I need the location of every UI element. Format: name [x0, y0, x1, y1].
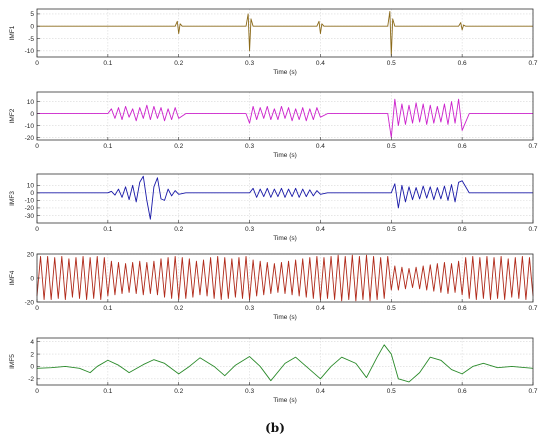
x-tick-label: 0.4	[316, 388, 325, 395]
y-tick-label: -10	[25, 48, 35, 55]
x-tick-label: 0.1	[103, 60, 112, 67]
series-line-imf3	[37, 175, 533, 220]
plot-area	[37, 9, 533, 57]
x-tick-label: 0	[35, 60, 39, 67]
x-tick-label: 0.7	[528, 143, 537, 150]
x-tick-label: 0.4	[316, 226, 325, 233]
x-tick-label: 0	[35, 305, 39, 312]
x-tick-label: 0.5	[387, 143, 396, 150]
series-line-imf5	[36, 344, 534, 383]
y-tick-label: 10	[27, 99, 35, 106]
imf-panel-2: 0 0.1 0.2 0.3 0.4 0.5 0.6 0.7 10 0 -10 -20 Time (s) I…	[9, 91, 538, 159]
x-tick-label: 0.3	[245, 143, 254, 150]
y-axis-label: IMF4	[9, 270, 16, 285]
x-axis-label: Time (s)	[273, 235, 297, 242]
x-tick-label: 0	[35, 143, 39, 150]
y-tick-label: -30	[25, 213, 35, 220]
x-tick-label: 0.2	[174, 226, 183, 233]
y-axis-label: IMF5	[9, 354, 16, 369]
y-tick-label: -5	[28, 36, 34, 43]
plot-area	[37, 174, 533, 223]
x-tick-label: 0.6	[458, 305, 467, 312]
x-tick-label: 0.3	[245, 226, 254, 233]
x-tick-label: 0.2	[174, 143, 183, 150]
y-tick-label: 4	[30, 339, 34, 346]
x-tick-label: 0.5	[387, 388, 396, 395]
y-tick-label: -10	[25, 198, 35, 205]
x-tick-label: 0.2	[174, 388, 183, 395]
x-tick-label: 0.7	[528, 305, 537, 312]
x-tick-label: 0.4	[316, 305, 325, 312]
x-axis-label: Time (s)	[273, 397, 297, 404]
x-tick-label: 0.1	[103, 305, 112, 312]
x-tick-label: 0.1	[103, 143, 112, 150]
x-tick-label: 0.3	[245, 305, 254, 312]
x-tick-label: 0.3	[245, 60, 254, 67]
x-axis-label: Time (s)	[273, 152, 297, 159]
x-tick-label: 0.6	[458, 60, 467, 67]
x-tick-label: 0	[35, 388, 39, 395]
plot-area	[37, 338, 533, 385]
axes-frame	[36, 91, 534, 141]
x-tick-label: 0	[35, 226, 39, 233]
series-line-imf1	[37, 11, 533, 57]
x-tick-label: 0.7	[528, 226, 537, 233]
y-tick-label: 0	[30, 190, 34, 197]
series-line-imf2	[37, 98, 533, 139]
axes-frame	[36, 173, 534, 224]
figure-caption: (b)	[265, 421, 285, 435]
x-tick-label: 0.1	[103, 226, 112, 233]
plot-area	[37, 92, 533, 140]
series-line-imf4	[36, 254, 534, 302]
x-tick-label: 0.5	[387, 226, 396, 233]
y-tick-label: 20	[27, 251, 35, 258]
imf-panel-1: 0 0.1 0.2 0.3 0.4 0.5 0.6 0.7 5 0 -5 -10 Time (s) IMF…	[9, 8, 538, 76]
x-tick-label: 0.6	[458, 226, 467, 233]
y-tick-label: 0	[30, 275, 34, 282]
y-tick-label: -20	[25, 205, 35, 212]
y-axis-label: IMF3	[9, 191, 16, 206]
y-tick-label: -20	[25, 299, 35, 306]
x-axis-label: Time (s)	[273, 314, 297, 321]
axes-frame	[36, 8, 534, 58]
y-tick-label: -10	[25, 123, 35, 130]
y-tick-label: 2	[30, 351, 34, 358]
y-tick-label: 5	[30, 11, 34, 18]
x-tick-label: 0.6	[458, 388, 467, 395]
x-tick-label: 0.7	[528, 388, 537, 395]
x-tick-label: 0.4	[316, 143, 325, 150]
x-tick-label: 0.5	[387, 60, 396, 67]
x-tick-label: 0.3	[245, 388, 254, 395]
y-tick-label: 0	[30, 111, 34, 118]
y-tick-label: -20	[25, 135, 35, 142]
x-tick-label: 0.7	[528, 60, 537, 67]
y-axis-label: IMF1	[9, 25, 16, 40]
x-tick-label: 0.1	[103, 388, 112, 395]
y-tick-label: -2	[28, 376, 34, 383]
x-tick-label: 0.4	[316, 60, 325, 67]
x-tick-label: 0.5	[387, 305, 396, 312]
x-tick-label: 0.6	[458, 143, 467, 150]
axes-frame	[36, 337, 534, 386]
x-tick-label: 0.2	[174, 60, 183, 67]
x-tick-label: 0.2	[174, 305, 183, 312]
y-axis-label: IMF2	[9, 108, 16, 123]
x-axis-label: Time (s)	[273, 69, 297, 76]
y-tick-label: 10	[27, 183, 35, 190]
y-tick-label: 0	[30, 24, 34, 31]
y-tick-label: 0	[30, 364, 34, 371]
